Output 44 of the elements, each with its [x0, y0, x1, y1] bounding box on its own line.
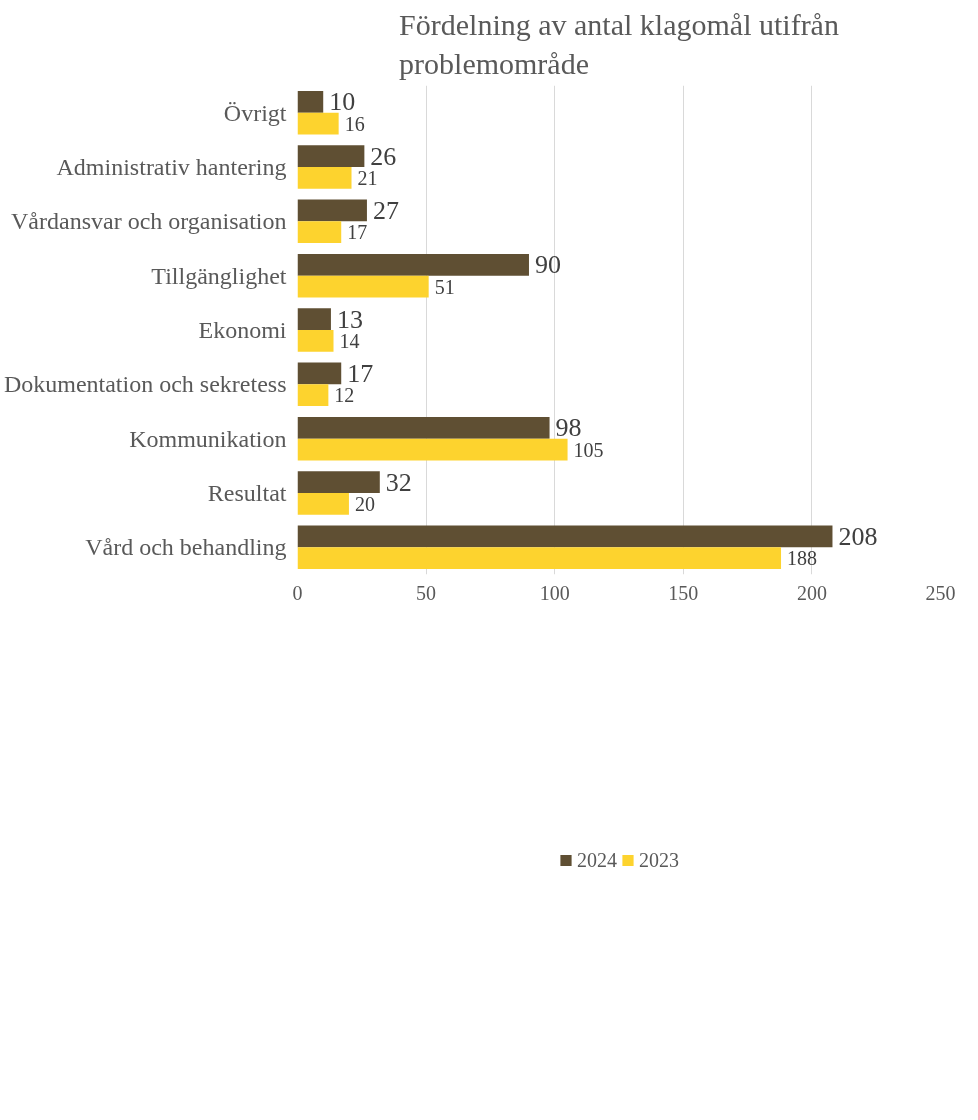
y-tick-label: Ekonomi	[198, 317, 287, 343]
y-tick-label: Administrativ hantering	[56, 154, 287, 180]
y-tick-label: Tillgänglighet	[151, 262, 287, 289]
data-label: 17	[347, 221, 368, 244]
legend-label: 2024	[577, 848, 617, 872]
x-tick-label: 200	[796, 581, 827, 604]
y-tick-label: Resultat	[207, 480, 287, 506]
bar	[297, 308, 331, 330]
data-label: 208	[838, 521, 878, 551]
chart-title: Fördelning av antal klagomål utifrån problemområde	[399, 7, 839, 81]
bar	[297, 525, 833, 548]
bar	[297, 90, 324, 113]
bar	[297, 438, 568, 461]
data-label: 20	[354, 492, 375, 515]
y-tick-label: Vårdansvar och organisation	[11, 208, 287, 235]
x-tick-label: 150	[668, 581, 699, 604]
data-label: 51	[434, 275, 455, 298]
bar	[297, 199, 367, 222]
x-tick-label: 0	[292, 581, 303, 604]
y-tick-label: Övrigt	[223, 99, 287, 126]
bar	[297, 384, 329, 407]
bar	[297, 471, 380, 493]
data-label: 32	[385, 467, 412, 497]
y-tick-label: Vård och behandling	[85, 534, 287, 561]
legend-label: 2023	[639, 848, 679, 872]
y-tick-label: Kommunikation	[129, 425, 287, 452]
bar	[297, 167, 352, 189]
y-tick-label: Dokumentation och sekretess	[3, 371, 287, 398]
data-label: 90	[534, 250, 561, 280]
x-tick-label: 250	[925, 581, 956, 604]
bar	[297, 275, 429, 298]
x-tick-label: 50	[416, 581, 437, 604]
bar	[297, 253, 529, 276]
bar	[297, 362, 342, 385]
bar	[297, 145, 365, 167]
bar	[297, 330, 334, 352]
bar	[297, 493, 349, 515]
bar	[297, 112, 339, 135]
bar	[297, 547, 782, 570]
bar	[297, 416, 550, 439]
data-label: 188	[787, 547, 818, 570]
data-label: 27	[372, 195, 399, 225]
x-tick-label: 100	[539, 581, 570, 604]
bar	[297, 221, 342, 244]
